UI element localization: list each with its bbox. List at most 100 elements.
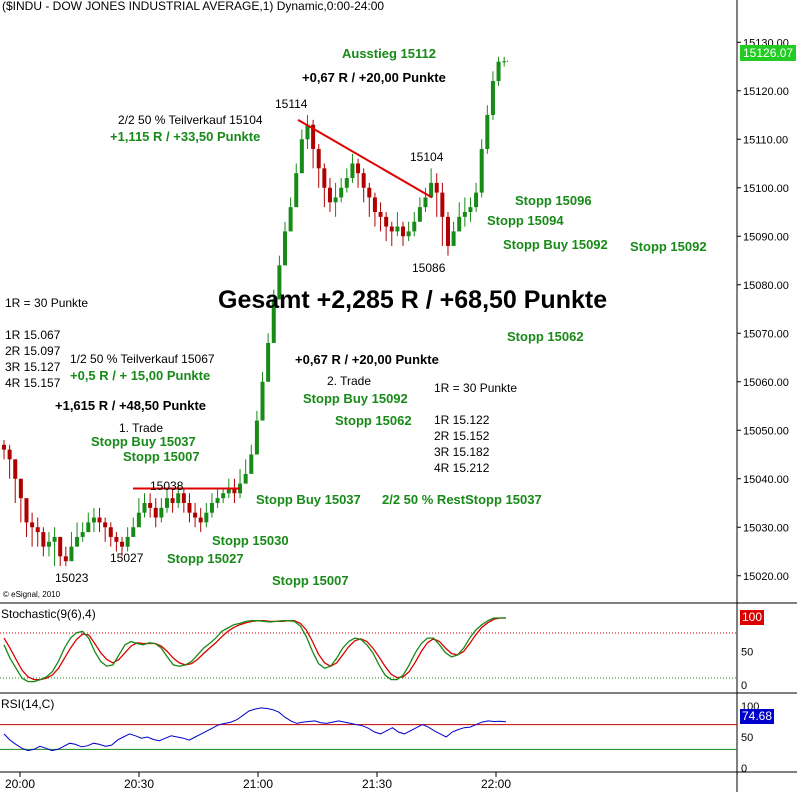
annotation-15027: 15027 xyxy=(110,551,144,565)
candle-body xyxy=(125,536,130,547)
candle-body xyxy=(311,124,316,149)
annotation-ausstieg: Ausstieg 15112 xyxy=(342,46,436,61)
annotation-gain-left: +1,615 R / +48,50 Punkte xyxy=(55,398,207,413)
annotation-stopp-15007-a: Stopp 15007 xyxy=(123,449,200,464)
candle-body xyxy=(283,231,287,266)
candle-body xyxy=(2,444,6,450)
candle-body xyxy=(164,498,169,508)
price-tick-label: 15100.00 xyxy=(743,183,789,195)
annotation-stopp-buy-15037: Stopp Buy 15037 xyxy=(91,434,196,449)
candle-body xyxy=(277,265,282,300)
candle-body xyxy=(496,61,501,82)
candle-body xyxy=(148,503,153,508)
candle-body xyxy=(215,498,220,503)
price-tick-label: 15120.00 xyxy=(743,86,789,98)
annotation-15114: 15114 xyxy=(275,97,308,111)
candle-body xyxy=(429,182,434,198)
candle-body xyxy=(367,187,372,198)
price-tick-label: 15050.00 xyxy=(743,425,789,437)
annotation-trade-2: 2. Trade xyxy=(327,374,372,388)
rsi-tick-label: 0 xyxy=(741,763,747,775)
candle-body xyxy=(204,512,209,523)
candle-body xyxy=(372,197,377,212)
annotation-r2-right: 2R 15.152 xyxy=(434,429,490,443)
candle-body xyxy=(266,342,271,382)
candle-body xyxy=(299,139,304,174)
stochastic-label: Stochastic(9(6),4) xyxy=(1,607,96,621)
candle-body xyxy=(136,512,141,528)
candle-body xyxy=(120,541,125,547)
rsi-line xyxy=(3,707,507,752)
candle-body xyxy=(389,226,394,232)
candle-body xyxy=(52,536,57,542)
price-tick-label: 15060.00 xyxy=(743,377,789,389)
stochastic-d-line xyxy=(3,617,506,681)
annotation-reststopp: 2/2 50 % RestStopp 15037 xyxy=(382,492,542,507)
time-tick-label: 20:00 xyxy=(5,777,35,791)
annotation-15038: 15038 xyxy=(150,479,184,493)
price-tick-label: 15030.00 xyxy=(743,522,789,534)
annotation-r-left: 1R = 30 Punkte xyxy=(5,296,89,310)
rsi-label: RSI(14,C) xyxy=(1,697,55,711)
annotation-r3-left: 3R 15.127 xyxy=(5,360,61,374)
candle-body xyxy=(462,212,467,217)
candle-body xyxy=(176,493,181,503)
candle-body xyxy=(108,527,113,537)
candle-body xyxy=(243,473,248,484)
annotation-stopp-15007-b: Stopp 15007 xyxy=(272,573,349,588)
candle-body xyxy=(35,527,40,533)
candle-body xyxy=(221,493,226,499)
time-tick-label: 22:00 xyxy=(481,777,511,791)
copyright: © eSignal, 2010 xyxy=(3,590,61,599)
candle-body xyxy=(159,507,164,518)
candle-body xyxy=(316,148,321,169)
candle-body xyxy=(7,449,12,460)
candle-body xyxy=(294,173,299,208)
annotation-r-right: 1R = 30 Punkte xyxy=(434,381,518,395)
candle-body xyxy=(232,488,237,494)
stochastic-value-tag: 100 xyxy=(740,610,765,625)
annotation-r1-right: 1R 15.122 xyxy=(434,413,490,427)
price-tick-label: 15070.00 xyxy=(743,328,789,340)
rsi-value-tag: 74.68 xyxy=(740,709,775,724)
candle-body xyxy=(384,216,389,227)
candle-body xyxy=(24,498,29,523)
candle-body xyxy=(417,207,422,222)
stochastic-tick-label: 50 xyxy=(741,647,753,659)
stochastic-tick-label: 0 xyxy=(741,680,747,692)
candle-body xyxy=(327,187,332,203)
annotation-stopp-15094: Stopp 15094 xyxy=(487,213,564,228)
candle-body xyxy=(69,546,74,562)
annotation-stopp-15092: Stopp 15092 xyxy=(630,239,707,254)
candle-body xyxy=(378,212,383,217)
annotation-teilverkauf-1: 1/2 50 % Teilverkauf 15067 xyxy=(70,352,215,366)
candle-body xyxy=(238,483,243,494)
time-tick-label: 21:30 xyxy=(362,777,392,791)
candle-body xyxy=(209,503,214,513)
time-tick-label: 21:00 xyxy=(243,777,273,791)
annotation-teilverkauf-2: 2/2 50 % Teilverkauf 15104 xyxy=(118,113,263,127)
candle-body xyxy=(97,517,102,523)
price-tick-label: 15080.00 xyxy=(743,280,789,292)
last-price-tag: 15126.07 xyxy=(740,45,797,61)
trendline-red xyxy=(297,118,433,199)
candle-body xyxy=(193,512,198,518)
annotation-15086: 15086 xyxy=(412,261,446,275)
candle-body xyxy=(91,517,96,523)
time-tick-label: 20:30 xyxy=(124,777,154,791)
candle-body xyxy=(451,231,456,246)
annotation-r2-left: 2R 15.097 xyxy=(5,344,61,358)
candle-body xyxy=(468,207,473,212)
candle-body xyxy=(490,81,495,115)
candle-body xyxy=(344,178,349,188)
candle-body xyxy=(412,221,417,232)
candle-body xyxy=(333,197,338,203)
candle-body xyxy=(198,517,203,523)
annotation-gain-top: +0,67 R / +20,00 Punkte xyxy=(302,70,446,85)
annotation-stopp-15030: Stopp 15030 xyxy=(212,533,289,548)
candle-body xyxy=(322,168,327,188)
candle-body xyxy=(103,522,108,528)
annotation-r3-right: 3R 15.182 xyxy=(434,445,490,459)
candle-body xyxy=(485,115,490,149)
